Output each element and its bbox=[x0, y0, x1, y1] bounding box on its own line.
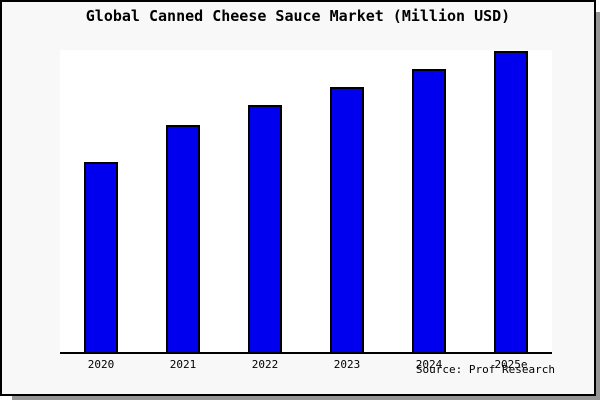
bar-2024 bbox=[412, 69, 446, 352]
bar-2021 bbox=[166, 125, 200, 352]
x-tick-label-2024: 2024 bbox=[415, 358, 443, 371]
x-tick-label-2023: 2023 bbox=[333, 358, 361, 371]
plot-area bbox=[60, 50, 552, 354]
bar-2025e bbox=[494, 51, 528, 352]
bar-2020 bbox=[84, 162, 118, 352]
chart-title: Global Canned Cheese Sauce Market (Milli… bbox=[85, 7, 511, 25]
x-tick-label-2022: 2022 bbox=[251, 358, 279, 371]
bar-2022 bbox=[248, 105, 282, 352]
x-axis-labels: 2020 2021 2022 2023 2024 2025e bbox=[60, 358, 552, 372]
x-tick-label-2021: 2021 bbox=[169, 358, 197, 371]
source-note: Source: Prof Research bbox=[415, 363, 555, 376]
x-tick-label-2025e: 2025e bbox=[494, 358, 528, 371]
bar-2023 bbox=[330, 87, 364, 352]
x-tick-label-2020: 2020 bbox=[87, 358, 115, 371]
